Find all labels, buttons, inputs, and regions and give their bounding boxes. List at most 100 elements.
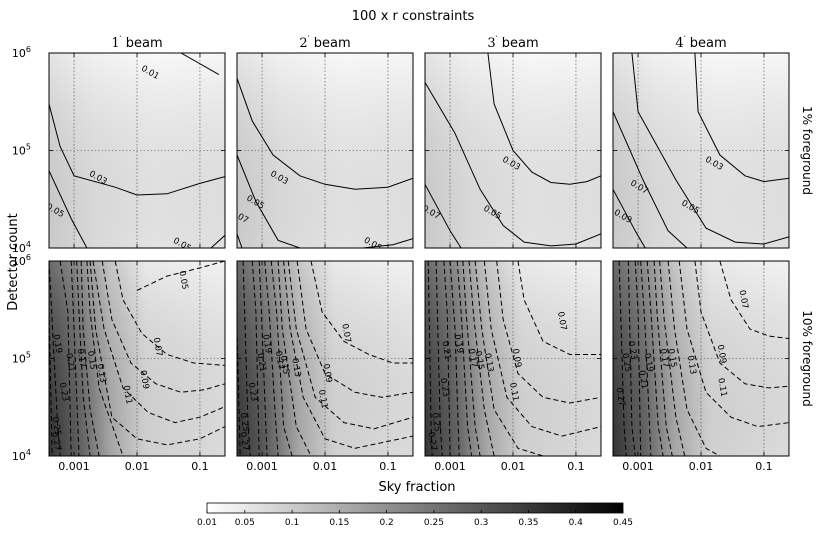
contour-line-0.15 bbox=[659, 261, 686, 456]
contour-line-0.03 bbox=[694, 53, 789, 183]
x-tick-label: 0.1 bbox=[567, 460, 585, 473]
contour-group: 0.070.090.110.130.150.170.190.210.230.25… bbox=[613, 261, 789, 456]
contour-line-0.23 bbox=[443, 261, 451, 456]
x-tick-label: 0.1 bbox=[379, 460, 397, 473]
panel-r2-c4: 0.070.090.110.130.150.170.190.210.230.25… bbox=[612, 260, 790, 473]
colorbar-tick-label: 0.1 bbox=[285, 518, 299, 528]
colorbar-tick-label: 0.35 bbox=[518, 518, 538, 528]
x-tick-label: 0.01 bbox=[313, 460, 338, 473]
contour-line-0.07 bbox=[613, 111, 688, 248]
contour-line-0.25 bbox=[435, 261, 443, 456]
contour-line-0.19 bbox=[456, 261, 473, 456]
contour-line-0.15 bbox=[86, 261, 124, 456]
contour-label-0.09: 0.09 bbox=[137, 370, 150, 390]
contour-group: 0.070.090.110.130.150.170.190.210.230.25… bbox=[237, 261, 413, 456]
contour-label-0.19: 0.19 bbox=[452, 334, 465, 354]
contour-label-0.09: 0.09 bbox=[510, 348, 523, 368]
row-labels: 1% foreground 10% foreground bbox=[800, 106, 814, 407]
contour-label-0.15: 0.15 bbox=[278, 355, 291, 375]
contour-line-0.17 bbox=[270, 261, 293, 456]
contour-line-0.13 bbox=[474, 261, 544, 456]
contour-line-0.09 bbox=[496, 261, 601, 404]
contour-label-0.15: 0.15 bbox=[665, 348, 678, 368]
contour-label-0.23: 0.23 bbox=[57, 382, 70, 402]
colorbar: 0.01 0.05 0.1 0.15 0.2 0.25 0.3 0.35 0.4 0.45 bbox=[197, 502, 633, 528]
contour-line-0.05 bbox=[136, 261, 225, 291]
panel-grid bbox=[49, 261, 225, 456]
contour-line-0.21 bbox=[70, 261, 80, 456]
contour-label-0.23: 0.23 bbox=[246, 382, 259, 402]
panel-grid bbox=[425, 261, 601, 456]
panel-ticks bbox=[425, 52, 601, 249]
panel-grid: 0.010.030.050.051041051060.030.050.050.0… bbox=[12, 45, 790, 473]
contour-line-0.21 bbox=[449, 261, 460, 456]
contour-line-0.05 bbox=[425, 82, 601, 247]
contour-line-0.11 bbox=[92, 261, 225, 424]
colorbar-tick-label: 0.05 bbox=[235, 518, 255, 528]
contour-line-0.25 bbox=[242, 261, 251, 456]
contour-line-0.27 bbox=[618, 261, 627, 456]
colorbar-tick-label: 0.2 bbox=[379, 518, 393, 528]
contour-line-0.07 bbox=[114, 261, 225, 366]
x-tick-label: 0.1 bbox=[191, 460, 209, 473]
contour-label-0.07: 0.07 bbox=[555, 311, 568, 331]
contour-line-0.07 bbox=[719, 261, 789, 340]
x-tick-label: 0.001 bbox=[622, 460, 654, 473]
figure-title: 100 x r constraints bbox=[352, 9, 475, 24]
contour-label-0.21: 0.21 bbox=[63, 352, 76, 372]
contour-label-0.19: 0.19 bbox=[642, 352, 655, 372]
contour-line-0.05 bbox=[362, 238, 413, 248]
panel-ticks bbox=[425, 260, 601, 457]
contour-line-0.13 bbox=[89, 261, 225, 446]
contour-label-0.07: 0.07 bbox=[151, 337, 164, 357]
panel-ticks bbox=[49, 260, 225, 457]
x-tick-label: 0.001 bbox=[58, 460, 90, 473]
contour-line-0.19 bbox=[264, 261, 279, 456]
contour-line-0.07 bbox=[310, 261, 413, 364]
y-tick-label: 105 bbox=[12, 351, 31, 366]
contour-line-0.21 bbox=[640, 261, 652, 456]
contour-label-0.11: 0.11 bbox=[316, 389, 329, 409]
contour-label-0.17: 0.17 bbox=[273, 350, 286, 370]
contour-line-0.11 bbox=[483, 261, 601, 437]
contour-line-0.07 bbox=[517, 261, 601, 355]
column-title-4: 4′ beam bbox=[675, 35, 726, 51]
contour-label-0.25: 0.25 bbox=[237, 412, 250, 432]
contour-line-0.03 bbox=[237, 78, 413, 190]
panel-ticks bbox=[49, 52, 225, 249]
column-title-3: 3′ beam bbox=[487, 35, 538, 51]
colorbar-tick-label: 0.01 bbox=[197, 518, 217, 528]
contour-line-0.23 bbox=[634, 261, 642, 456]
contour-label-0.27: 0.27 bbox=[425, 431, 438, 451]
contour-label-0.09: 0.09 bbox=[320, 363, 333, 383]
contour-label-0.21: 0.21 bbox=[439, 340, 452, 360]
contour-group: 0.070.090.110.130.150.170.190.210.230.25… bbox=[425, 261, 601, 456]
contour-label-0.27: 0.27 bbox=[613, 387, 626, 407]
contour-line-0.05 bbox=[237, 154, 301, 248]
contour-line-0.05 bbox=[210, 234, 225, 248]
contour-label-0.27: 0.27 bbox=[49, 431, 62, 451]
y-tick-label: 106 bbox=[12, 45, 31, 60]
column-title-1: 1′ beam bbox=[111, 35, 162, 51]
contour-line-0.27 bbox=[49, 311, 53, 456]
contour-line-0.17 bbox=[80, 261, 100, 456]
contour-label-0.17: 0.17 bbox=[657, 348, 670, 368]
contour-label-0.05: 0.05 bbox=[176, 270, 189, 290]
contour-label-0.23: 0.23 bbox=[626, 340, 639, 360]
x-tick-label: 0.001 bbox=[434, 460, 466, 473]
contour-label-0.25: 0.25 bbox=[429, 412, 442, 432]
contour-line-0.23 bbox=[59, 261, 72, 456]
contour-label-0.13: 0.13 bbox=[482, 352, 495, 372]
row-label-1: 1% foreground bbox=[800, 106, 814, 195]
contour-label-0.07: 0.07 bbox=[737, 289, 750, 309]
contour-label-0.15: 0.15 bbox=[85, 350, 98, 370]
contour-line-0.09 bbox=[101, 261, 225, 393]
contour-line-0.07 bbox=[425, 184, 462, 248]
colorbar-gradient bbox=[206, 502, 624, 514]
panel-r1-c4: 0.030.050.070.09 bbox=[612, 52, 790, 249]
contour-line-0.17 bbox=[653, 261, 673, 456]
panel-r2-c3: 0.07 0.09 0.11 0.130.150.170.190.21 0.23 0.25… bbox=[424, 260, 602, 473]
y-axis-label: Detector count bbox=[6, 213, 21, 310]
y-tick-label: 104 bbox=[12, 448, 31, 463]
